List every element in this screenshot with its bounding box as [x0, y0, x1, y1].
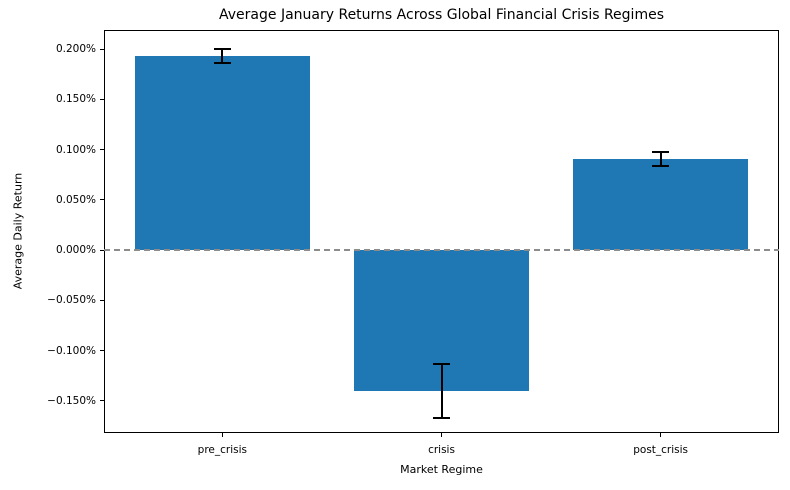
- error-cap-bottom-crisis: [433, 416, 450, 419]
- error-cap-top-post_crisis: [652, 150, 670, 153]
- y-tick-mark: [100, 400, 104, 402]
- error-cap-top-crisis: [433, 362, 450, 365]
- error-bar-pre_crisis: [221, 49, 224, 64]
- y-tick-mark: [100, 48, 104, 50]
- y-tick-label: 0.000%: [55, 244, 96, 257]
- x-tick-label-post_crisis: post_crisis: [633, 444, 689, 456]
- y-tick-mark: [100, 98, 104, 100]
- x-tick-label-crisis: crisis: [428, 444, 455, 456]
- chart-title: Average January Returns Across Global Fi…: [219, 7, 664, 23]
- y-tick-mark: [100, 299, 104, 301]
- y-axis-label: Average Daily Return: [11, 172, 25, 290]
- y-tick-label: 0.050%: [55, 193, 96, 206]
- x-tick-mark: [221, 433, 223, 437]
- y-tick-label: −0.150%: [47, 394, 96, 407]
- error-bar-post_crisis: [659, 151, 662, 166]
- x-axis-label: Market Regime: [400, 463, 483, 476]
- bar-post_crisis: [572, 158, 749, 251]
- error-cap-bottom-pre_crisis: [213, 62, 231, 65]
- y-tick-mark: [100, 149, 104, 151]
- zero-line: [104, 249, 779, 251]
- x-tick-label-pre_crisis: pre_crisis: [197, 444, 247, 456]
- x-tick-mark: [441, 433, 442, 437]
- y-tick-label: 0.100%: [55, 143, 96, 156]
- error-cap-top-pre_crisis: [213, 48, 231, 51]
- y-tick-label: −0.050%: [47, 294, 96, 307]
- error-cap-bottom-post_crisis: [652, 164, 670, 167]
- y-tick-label: 0.150%: [55, 93, 96, 106]
- error-bar-crisis: [440, 363, 443, 418]
- y-tick-mark: [100, 199, 104, 201]
- y-tick-label: 0.200%: [55, 43, 96, 56]
- y-tick-mark: [100, 249, 104, 251]
- y-tick-mark: [100, 350, 104, 352]
- y-tick-label: −0.100%: [47, 344, 96, 357]
- x-tick-mark: [660, 433, 662, 437]
- bar-pre_crisis: [134, 56, 310, 251]
